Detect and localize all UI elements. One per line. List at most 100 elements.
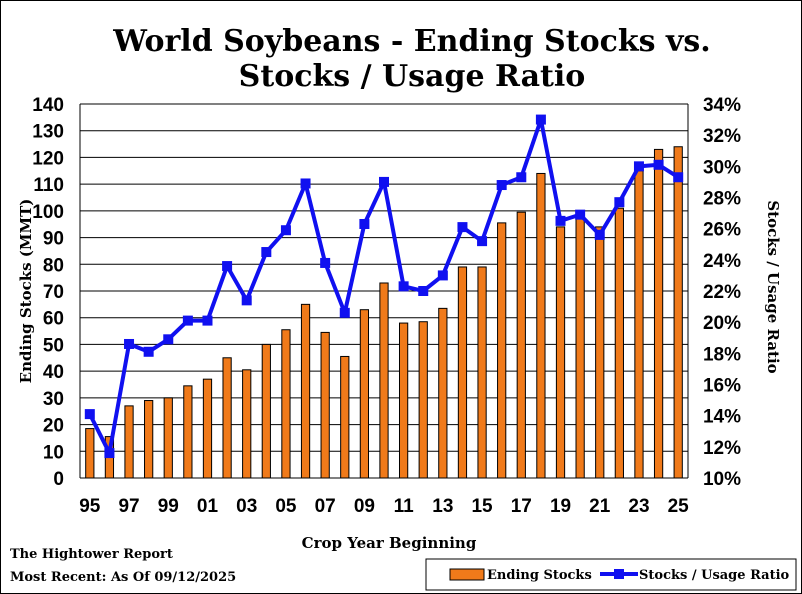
point-2011	[398, 281, 409, 292]
bar-2025	[673, 146, 683, 479]
y-tick-label: 80	[43, 255, 64, 276]
right-axis-ticks: 10% 12% 14% 16% 18% 20% 22% 24% 26% 28% 30% 32% 34%	[703, 95, 741, 490]
bar-2001	[202, 378, 213, 479]
point-1997	[124, 338, 135, 349]
point-2007	[320, 257, 331, 268]
bar-2015	[477, 266, 487, 479]
point-2024	[653, 159, 664, 170]
x-tick-label: 05	[275, 496, 297, 517]
bar-2022	[614, 207, 624, 479]
legend: Ending Stocks Stocks / Usage Ratio	[425, 558, 797, 591]
x-axis-ticks: 95 97 99 01 03 05 07 09 11 13 15 17 19 21 23 25	[79, 496, 689, 517]
y-tick-label: 130	[32, 122, 64, 143]
x-tick-label: 09	[354, 496, 375, 517]
bar-2000	[183, 385, 193, 479]
y2-tick-label: 16%	[703, 376, 741, 397]
bar-2020	[575, 213, 585, 479]
point-2025	[673, 172, 684, 183]
point-1995	[84, 409, 95, 420]
line-series	[84, 114, 684, 459]
chart-title-line-1: World Soybeans - Ending Stocks vs.	[112, 24, 711, 59]
point-2005	[280, 225, 291, 236]
point-2015	[477, 236, 488, 247]
y2-tick-label: 22%	[703, 282, 741, 303]
bar-1999	[163, 397, 173, 479]
point-2001	[202, 315, 213, 326]
bar-2017	[516, 211, 526, 479]
point-2021	[594, 229, 605, 240]
bar-2016	[497, 222, 507, 479]
legend-bar-swatch	[449, 568, 485, 581]
y2-tick-label: 34%	[703, 95, 741, 116]
x-tick-label: 97	[118, 496, 139, 517]
y2-tick-label: 18%	[703, 344, 741, 365]
bar-1995	[85, 428, 95, 479]
footer-date: Most Recent: As Of 09/12/2025	[10, 570, 236, 585]
point-2014	[457, 222, 468, 233]
y-tick-label: 70	[43, 282, 64, 303]
bar-2023	[634, 170, 644, 479]
bar-2010	[379, 282, 389, 479]
bar-1998	[144, 400, 154, 479]
point-2012	[418, 286, 429, 296]
legend-label-line: Stocks / Usage Ratio	[639, 568, 790, 583]
point-1998	[143, 346, 154, 357]
y-tick-label: 140	[32, 95, 64, 116]
bar-2009	[359, 309, 370, 479]
point-2006	[300, 178, 311, 189]
point-2016	[496, 180, 507, 191]
y2-axis-title: Stocks / Usage Ratio	[764, 200, 782, 373]
x-tick-label: 19	[550, 496, 571, 517]
x-tick-label: 07	[315, 496, 336, 517]
left-axis-ticks: 0 10 20 30 40 50 60 70 80 90 100 110 120 130 140	[32, 95, 64, 490]
bar-series	[85, 146, 683, 479]
bar-2006	[300, 303, 311, 479]
bar-2021	[595, 226, 605, 479]
point-1996	[104, 448, 115, 459]
y-tick-label: 50	[43, 335, 64, 356]
x-tick-label: 23	[628, 496, 649, 517]
y2-tick-label: 30%	[703, 157, 741, 178]
x-tick-label: 25	[668, 496, 690, 517]
y2-tick-label: 12%	[703, 438, 741, 459]
y2-tick-label: 20%	[703, 313, 741, 334]
y-tick-label: 120	[32, 148, 64, 169]
y-tick-label: 10	[43, 442, 64, 463]
y-tick-label: 30	[43, 389, 64, 410]
y2-tick-label: 24%	[703, 251, 741, 272]
bar-2019	[555, 226, 566, 479]
bar-2002	[222, 357, 232, 479]
y-tick-label: 20	[43, 416, 64, 437]
point-2003	[241, 295, 252, 306]
y-tick-label: 110	[33, 175, 64, 196]
bar-2018	[536, 172, 546, 479]
point-2013	[437, 270, 448, 281]
axes	[79, 104, 689, 479]
y-tick-label: 0	[53, 469, 64, 490]
point-2009	[359, 218, 370, 229]
bar-2011	[398, 322, 409, 479]
x-tick-label: 13	[432, 496, 453, 517]
bar-2013	[438, 307, 448, 479]
chart-title-line-2: Stocks / Usage Ratio	[239, 59, 586, 94]
footer-source: The Hightower Report	[10, 547, 173, 562]
bar-2007	[320, 331, 330, 479]
point-2002	[222, 261, 233, 272]
bar-2012	[418, 321, 428, 479]
x-tick-label: 21	[589, 496, 611, 517]
point-2019	[555, 215, 566, 226]
bar-2004	[261, 343, 271, 479]
bar-2005	[281, 329, 291, 479]
x-tick-label: 03	[236, 496, 257, 517]
x-tick-label: 15	[471, 496, 493, 517]
point-2008	[339, 307, 350, 318]
point-2022	[614, 197, 625, 208]
x-tick-label: 99	[158, 496, 179, 517]
x-tick-label: 11	[394, 496, 415, 517]
point-2018	[535, 114, 546, 125]
point-2000	[182, 315, 193, 326]
x-tick-label: 01	[197, 496, 219, 517]
bar-2003	[242, 369, 252, 479]
point-2010	[379, 176, 389, 187]
